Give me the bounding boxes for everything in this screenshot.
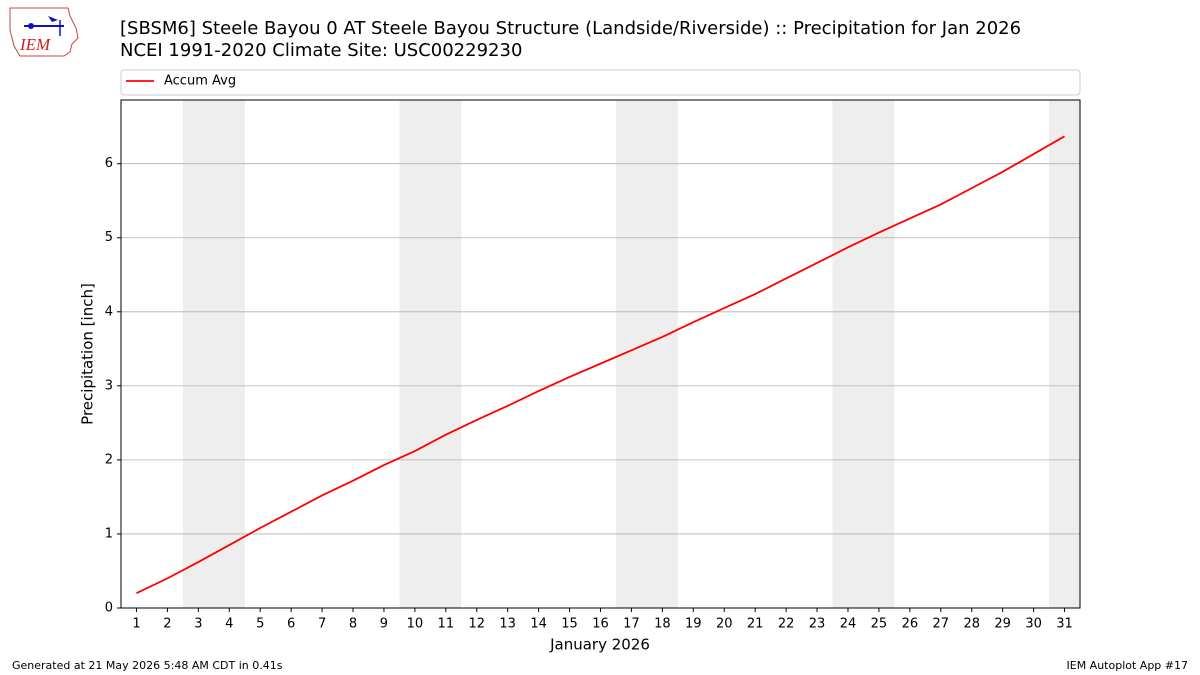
x-axis-label: January 2026 (549, 636, 650, 654)
data-line (136, 135, 1065, 595)
x-tick-label: 15 (561, 617, 578, 632)
x-tick-label: 4 (225, 617, 233, 632)
x-tick-label: 2 (163, 617, 171, 632)
x-tick-label: 12 (468, 617, 485, 632)
x-tick-label: 1 (132, 617, 140, 632)
logo-text: IEM (19, 35, 51, 54)
x-tick-label: 14 (530, 617, 547, 632)
y-tick-label: 3 (105, 378, 113, 393)
x-tick-label: 30 (1025, 617, 1042, 632)
x-tick-label: 29 (994, 617, 1011, 632)
x-tick-label: 8 (349, 617, 357, 632)
weekend-shade (182, 100, 214, 608)
footer-right: IEM Autoplot App #17 (1067, 659, 1189, 672)
x-tick-label: 7 (318, 617, 326, 632)
y-axis-label: Precipitation [inch] (79, 283, 97, 425)
x-tick-label: 24 (840, 617, 857, 632)
x-tick-label: 16 (592, 617, 609, 632)
x-tick-label: 6 (287, 617, 295, 632)
x-tick-label: 10 (407, 617, 424, 632)
plot-frame (120, 99, 1081, 609)
weekend-shade (399, 100, 431, 608)
x-tick-label: 9 (380, 617, 388, 632)
logo: IEM (9, 7, 79, 57)
weekend-shade (430, 100, 462, 608)
weekend-shade (863, 100, 895, 608)
logo-icon (28, 23, 34, 29)
y-tick-label: 6 (105, 156, 113, 171)
x-tick-label: 25 (871, 617, 888, 632)
x-tick-label: 3 (194, 617, 202, 632)
x-tick-label: 18 (654, 617, 671, 632)
y-tick-label: 5 (105, 230, 113, 245)
y-tick-label: 0 (105, 601, 113, 616)
weekend-shade (213, 100, 245, 608)
y-tick-label: 2 (105, 452, 113, 467)
legend-label: Accum Avg (164, 74, 236, 89)
y-tick-label: 1 (105, 526, 113, 541)
weekend-shade (1049, 100, 1080, 608)
x-tick-label: 22 (778, 617, 795, 632)
x-tick-label: 31 (1056, 617, 1073, 632)
chart-title: [SBSM6] Steele Bayou 0 AT Steele Bayou S… (120, 18, 1021, 39)
x-tick-label: 23 (809, 617, 826, 632)
y-tick-label: 4 (105, 304, 113, 319)
chart-subtitle: NCEI 1991-2020 Climate Site: USC00229230 (120, 40, 522, 61)
weekend-shade (646, 100, 678, 608)
x-tick-label: 20 (716, 617, 733, 632)
x-tick-label: 13 (499, 617, 516, 632)
x-tick-label: 26 (902, 617, 919, 632)
x-tick-label: 17 (623, 617, 640, 632)
logo-icon (48, 16, 58, 22)
logo-outline (9, 7, 79, 57)
x-tick-label: 19 (685, 617, 702, 632)
footer-left: Generated at 21 May 2026 5:48 AM CDT in … (12, 659, 283, 672)
legend-box (120, 69, 1081, 96)
x-tick-label: 11 (438, 617, 455, 632)
x-tick-label: 27 (933, 617, 950, 632)
x-tick-label: 5 (256, 617, 264, 632)
weekend-shade (832, 100, 864, 608)
x-tick-label: 21 (747, 617, 764, 632)
x-tick-label: 28 (963, 617, 980, 632)
